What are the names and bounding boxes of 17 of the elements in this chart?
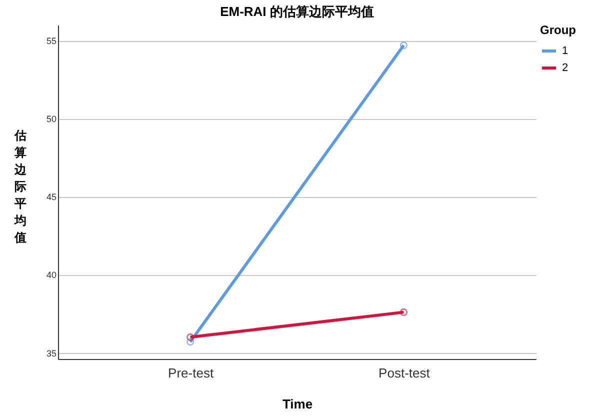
x-axis-title: Time	[282, 396, 313, 412]
chart-title: EM-RAI 的估算边际平均值	[220, 4, 374, 19]
y-axis-title: 估算边际平均值	[14, 128, 28, 244]
point	[186, 333, 194, 341]
point	[186, 338, 194, 346]
y-tick-label: 35	[46, 348, 56, 358]
point	[400, 308, 408, 316]
y-tick-label: 40	[46, 270, 56, 280]
x-tick-label: Post-test	[378, 366, 430, 380]
point	[400, 42, 408, 50]
y-tick-label: 45	[46, 192, 56, 202]
legend-title: Group	[540, 23, 576, 37]
legend-label: 1	[562, 45, 568, 57]
y-tick-label: 55	[46, 36, 56, 46]
y-tick-label: 50	[46, 114, 56, 124]
legend-label: 2	[562, 62, 568, 74]
x-tick-label: Pre-test	[168, 366, 214, 380]
